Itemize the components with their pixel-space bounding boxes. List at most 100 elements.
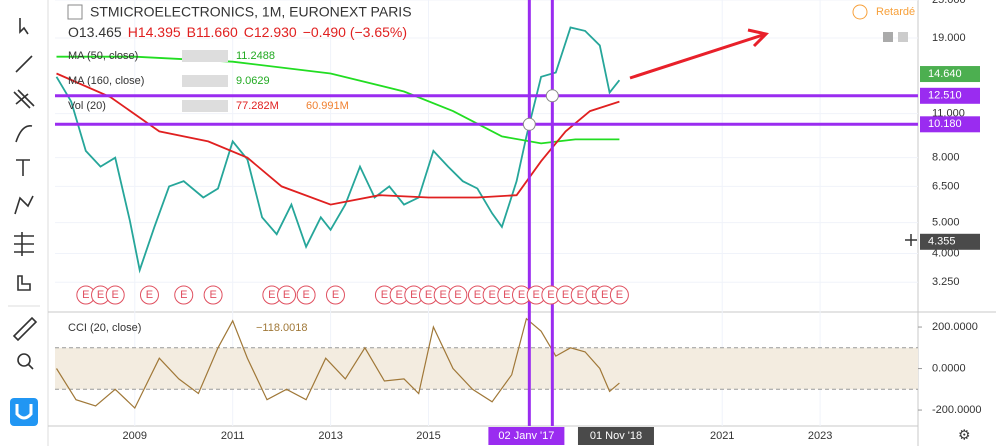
anchor-point [545,89,559,103]
earnings-label: E [97,289,104,301]
cci-title: CCI (20, close) [68,322,141,334]
price-label: 14.640 [928,68,962,80]
scroll-btn[interactable] [898,32,908,42]
text-tool[interactable] [16,159,30,176]
cci-band [55,347,918,390]
scroll-btn[interactable] [883,32,893,42]
prediction-tool[interactable] [14,232,34,256]
indicator-buttons [182,75,228,87]
earnings-label: E [395,289,402,301]
magnet-icon [15,404,33,420]
earnings-marker [448,285,468,305]
earnings-label: E [503,289,510,301]
magnet-tool[interactable] [10,398,38,426]
ohlc-value: C12.930 [244,24,297,40]
y-tick-label: 5.000 [932,217,960,229]
earnings-marker [325,285,345,305]
earnings-label: E [591,289,598,301]
icon-tool[interactable] [17,275,31,291]
crosshair-icon [905,234,917,246]
date-label: 02 Janv '17 [498,430,554,442]
date-label-box [577,427,654,445]
y-tick-label: 25.000 [932,0,966,6]
arrow-drawing [629,28,769,80]
collapse-icon[interactable] [67,4,83,20]
earnings-label: E [577,289,584,301]
earnings-label: E [454,289,461,301]
ohlc-value: O13.465 [68,24,122,40]
earnings-label: E [332,289,339,301]
cursor-tool[interactable] [19,18,29,35]
earnings-label: E [518,289,525,301]
ohlc-value: H14.395 [128,24,181,40]
fib-tool[interactable] [13,89,35,109]
y-tick-label: 19.000 [932,32,966,44]
indicator-value: 11.2488 [236,50,275,62]
cci-value: −118.0018 [256,322,308,334]
ohlc-value: −0.490 (−3.65%) [303,24,407,40]
earnings-label: E [381,289,388,301]
x-tick-label: 2011 [221,430,245,442]
earnings-label: E [302,289,309,301]
earnings-label: E [562,289,569,301]
brush-tool[interactable] [15,125,33,143]
y-tick-label: 0.0000 [932,362,966,374]
price-label: 4.355 [928,236,956,248]
y-tick-label: -200.0000 [932,404,982,416]
indicator-value: 60.991M [306,100,349,112]
y-tick-label: 3.250 [932,276,960,288]
earnings-label: E [410,289,417,301]
earnings-label: E [440,289,447,301]
earnings-label: E [616,289,623,301]
toolbar-bg [0,0,48,446]
settings-icon[interactable]: ⚙ [958,427,971,443]
price-label: 10.180 [928,118,962,130]
plot-area: 3.2504.0005.0006.5008.00011.00019.00025.… [55,0,982,445]
earnings-label: E [268,289,275,301]
x-tick-label: 2015 [416,430,440,442]
zoom-handle [27,363,34,370]
earnings-label: E [547,289,554,301]
earnings-label: E [533,289,540,301]
delay-status: Retardé [876,6,915,18]
measure-tool[interactable] [12,316,38,342]
earnings-label: E [180,289,187,301]
price-label-box [920,66,980,83]
delay-icon [852,4,868,20]
earnings-label: E [283,289,290,301]
indicator-buttons [182,50,228,62]
ohlc: O13.465 H14.395 B11.660 C12.930 −0.490 (−3.6… [68,24,407,40]
symbol-title: STMICROELECTRONICS, 1M, EURONEXT PARIS [90,4,412,20]
indicator-value: 9.0629 [236,75,270,87]
toolbar [0,0,49,446]
indicator-name: MA (50, close) [68,50,138,62]
ohlc-value: B11.660 [187,24,238,40]
y-tick-label: 8.000 [932,152,960,164]
indicator-name: MA (160, close) [68,75,144,87]
price-label-box [920,233,980,250]
earnings-marker [105,285,125,305]
earnings-label: E [209,289,216,301]
date-label: 01 Nov '18 [590,430,642,442]
earnings-label: E [601,289,608,301]
earnings-label: E [112,289,119,301]
zoom-tool[interactable] [17,353,31,367]
series-line [56,72,620,206]
earnings-label: E [146,289,153,301]
price-label: 12.510 [928,90,962,102]
price-label-box [920,87,980,104]
earnings-label: E [82,289,89,301]
earnings-marker [203,285,223,305]
x-tick-label: 2023 [808,430,832,442]
pattern-tool[interactable] [14,195,34,215]
y-tick-label: 200.0000 [932,321,978,333]
x-tick-label: 2021 [710,430,734,442]
indicator-buttons [182,100,228,112]
earnings-marker [609,285,629,305]
series-line [55,26,621,274]
earnings-marker [139,285,159,305]
earnings-marker [296,285,316,305]
earnings-label: E [488,289,495,301]
line-tool[interactable] [15,55,33,73]
